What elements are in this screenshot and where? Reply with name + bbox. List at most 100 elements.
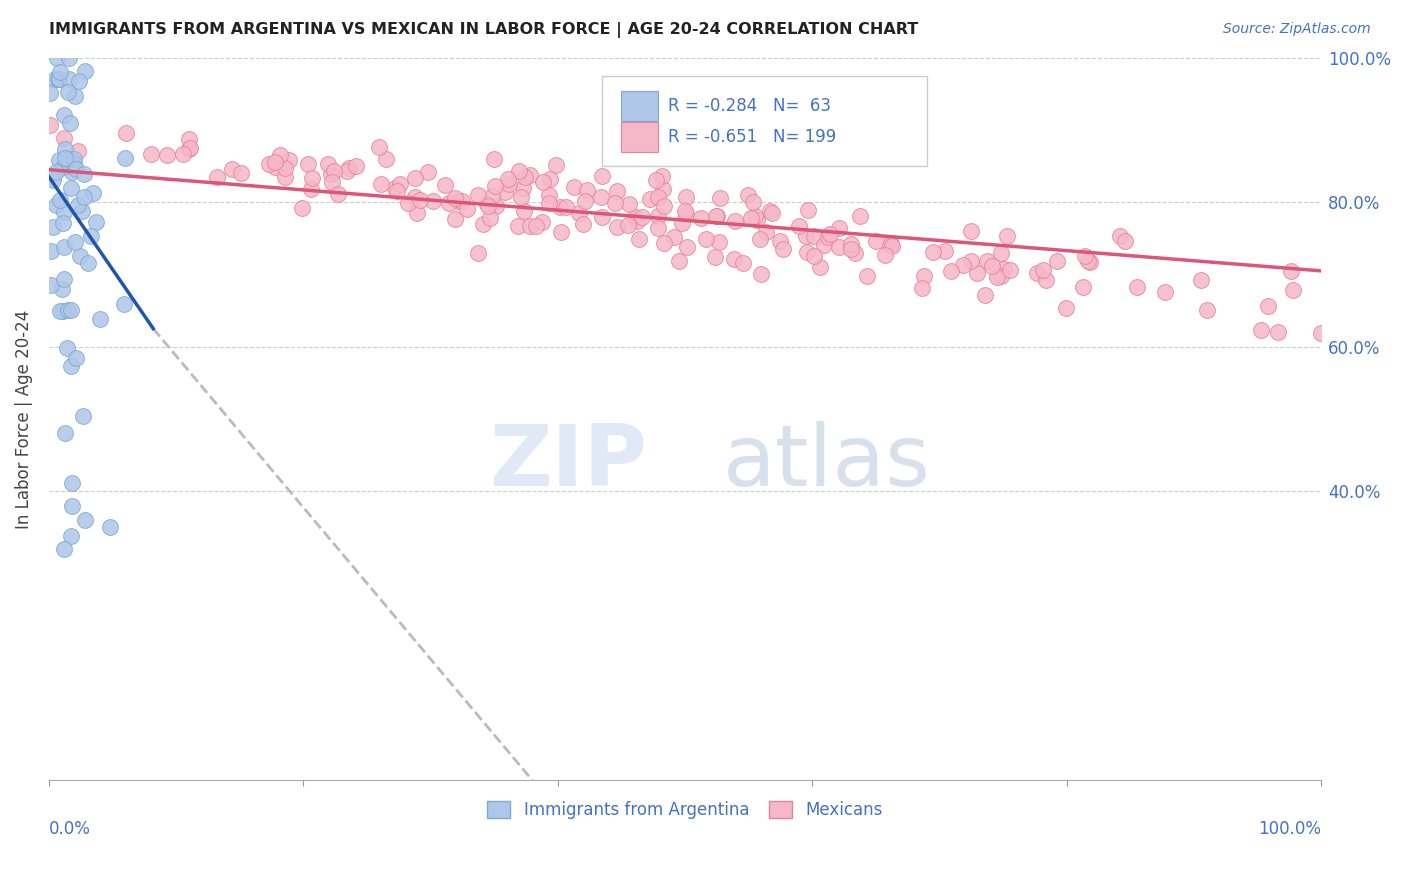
Point <box>1257 299 1279 313</box>
Point <box>321 167 343 181</box>
Point <box>508 164 530 178</box>
Point <box>709 191 731 205</box>
Point <box>934 244 956 258</box>
Point <box>172 147 194 161</box>
Point <box>269 148 291 162</box>
Point <box>42 173 65 187</box>
Point <box>52 131 75 145</box>
Point <box>368 140 391 154</box>
Point <box>990 246 1012 260</box>
Point <box>574 194 596 208</box>
Point <box>62 155 84 169</box>
Point <box>512 180 534 194</box>
Point <box>259 157 281 171</box>
Point <box>676 240 699 254</box>
Point <box>512 204 534 219</box>
Point <box>695 231 717 245</box>
Point <box>740 211 762 225</box>
Point <box>875 248 897 262</box>
Point <box>291 201 314 215</box>
Point <box>627 232 650 246</box>
Point <box>742 194 765 209</box>
Text: R = -0.284   N=  63: R = -0.284 N= 63 <box>668 97 831 115</box>
Point <box>77 256 100 270</box>
Point <box>177 131 200 145</box>
Point <box>62 157 84 171</box>
Point <box>404 190 426 204</box>
Point <box>437 196 460 211</box>
Point <box>606 184 628 198</box>
Text: IMMIGRANTS FROM ARGENTINA VS MEXICAN IN LABOR FORCE | AGE 20-24 CORRELATION CHAR: IMMIGRANTS FROM ARGENTINA VS MEXICAN IN … <box>49 22 918 38</box>
Point <box>467 245 489 260</box>
Point <box>731 255 754 269</box>
Point <box>299 182 322 196</box>
Point <box>60 476 83 491</box>
Point <box>179 141 201 155</box>
Point <box>48 153 70 168</box>
Point <box>56 342 79 356</box>
Point <box>478 211 501 225</box>
Point <box>737 188 759 202</box>
Point <box>59 116 82 130</box>
Point <box>416 165 439 179</box>
Point <box>796 244 818 259</box>
Point <box>995 229 1018 244</box>
Point <box>59 303 82 318</box>
Point <box>538 188 561 202</box>
Point <box>619 197 641 211</box>
Point <box>828 240 851 254</box>
Point <box>48 72 70 87</box>
Point <box>67 73 90 87</box>
Point <box>53 152 76 166</box>
Point <box>53 204 76 219</box>
Point <box>813 237 835 252</box>
Point <box>769 235 792 249</box>
Point <box>58 72 80 87</box>
FancyBboxPatch shape <box>621 122 658 153</box>
Point <box>80 229 103 244</box>
Point <box>481 189 503 203</box>
Point <box>844 246 866 260</box>
Point <box>72 190 94 204</box>
Point <box>848 209 870 223</box>
Text: ZIP: ZIP <box>489 421 647 504</box>
Point <box>1250 323 1272 337</box>
Point <box>472 217 495 231</box>
Point <box>58 51 80 65</box>
Point <box>264 160 287 174</box>
Point <box>44 198 66 212</box>
Point <box>53 271 76 285</box>
Text: 0.0%: 0.0% <box>49 821 91 838</box>
Point <box>274 161 297 175</box>
Point <box>652 199 675 213</box>
Point <box>1046 254 1069 268</box>
Point <box>939 264 962 278</box>
Point <box>794 229 817 244</box>
Point <box>759 204 782 219</box>
Point <box>60 359 83 373</box>
Point <box>405 206 427 220</box>
Point <box>513 169 536 184</box>
Point <box>606 220 628 235</box>
Point <box>177 142 200 156</box>
Point <box>53 108 76 122</box>
Point <box>467 188 489 202</box>
Point <box>993 261 1015 276</box>
Point <box>115 127 138 141</box>
Point <box>524 219 547 233</box>
Point <box>817 230 839 244</box>
Point <box>761 206 783 220</box>
Point <box>385 184 408 198</box>
Point <box>39 118 62 132</box>
Point <box>384 181 406 195</box>
Point <box>772 242 794 256</box>
Point <box>63 235 86 249</box>
Point <box>966 266 988 280</box>
Point <box>375 153 398 167</box>
Point <box>58 302 80 317</box>
Point <box>1310 326 1333 340</box>
Point <box>67 198 90 212</box>
Point <box>591 169 613 184</box>
Point <box>297 157 319 171</box>
Point <box>980 259 1002 273</box>
